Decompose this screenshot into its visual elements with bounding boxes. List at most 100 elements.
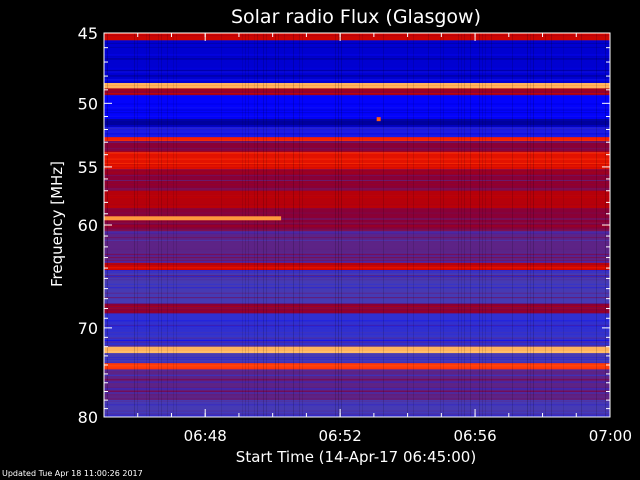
band-texture: [104, 116, 610, 118]
noise-column: [221, 33, 222, 417]
noise-column: [482, 33, 483, 417]
band-texture: [104, 184, 610, 186]
band-texture: [104, 379, 610, 381]
noise-column: [254, 33, 255, 417]
noise-column: [335, 33, 336, 417]
band-texture: [104, 394, 610, 396]
band-texture: [104, 150, 610, 152]
noise-column: [596, 33, 597, 417]
band-21: [104, 369, 610, 401]
band-texture: [104, 141, 610, 143]
band-texture: [104, 224, 610, 226]
band-texture: [104, 398, 610, 400]
band-14: [104, 262, 610, 271]
band-texture: [104, 103, 610, 105]
band-8: [104, 140, 610, 153]
noise-column: [146, 33, 147, 417]
band-texture: [104, 117, 610, 119]
band-texture: [104, 374, 610, 376]
y-tick-label: 45: [78, 24, 98, 43]
band-texture: [104, 112, 610, 114]
band-texture: [104, 239, 610, 241]
band-texture: [104, 84, 610, 86]
noise-column: [275, 33, 276, 417]
band-texture: [104, 253, 610, 255]
band-texture: [104, 259, 610, 261]
band-texture: [104, 72, 610, 74]
noise-column: [137, 33, 138, 417]
band-texture: [104, 320, 610, 322]
y-tick-label: 50: [78, 94, 98, 113]
band-texture: [104, 70, 610, 72]
band-texture: [104, 413, 610, 415]
band-texture: [104, 181, 610, 183]
band-texture: [104, 415, 610, 417]
band-texture: [104, 297, 610, 299]
band-texture: [104, 158, 610, 160]
noise-column: [341, 33, 342, 417]
band-texture: [104, 288, 610, 290]
band-19: [104, 353, 610, 364]
band-0: [104, 33, 610, 41]
noise-column: [551, 33, 552, 417]
band-texture: [104, 131, 610, 133]
band-texture: [104, 263, 610, 265]
band-texture: [104, 218, 610, 220]
x-axis-label: Start Time (14-Apr-17 06:45:00): [236, 448, 476, 466]
noise-column: [470, 33, 471, 417]
band-texture: [104, 261, 610, 263]
band-texture: [104, 194, 610, 196]
band-texture: [104, 35, 610, 37]
band-11: [104, 190, 610, 209]
band-texture: [104, 329, 610, 331]
x-tick-label: 06:56: [453, 427, 496, 445]
band-texture: [104, 103, 610, 105]
y-axis-label: Frequency [MHz]: [48, 161, 66, 287]
band-texture: [104, 404, 610, 406]
band-texture: [104, 327, 610, 329]
noise-column: [242, 33, 243, 417]
band-texture: [104, 324, 610, 326]
noise-column: [464, 33, 465, 417]
heatmap-plot-area: [104, 33, 610, 417]
band-texture: [104, 410, 610, 412]
band-texture: [104, 411, 610, 413]
noise-column: [299, 33, 300, 417]
noise-column: [440, 33, 441, 417]
band-texture: [104, 335, 610, 337]
band-texture: [104, 163, 610, 165]
band-texture: [104, 357, 610, 359]
noise-column: [278, 33, 279, 417]
band-texture: [104, 237, 610, 239]
noise-column: [359, 33, 360, 417]
band-texture: [104, 54, 610, 56]
band-texture: [104, 206, 610, 208]
band-texture: [104, 33, 610, 35]
noise-column: [302, 33, 303, 417]
band-texture: [104, 381, 610, 383]
band-texture: [104, 350, 610, 352]
noise-column: [245, 33, 246, 417]
noise-column: [266, 33, 267, 417]
noise-column: [161, 33, 162, 417]
band-texture: [104, 46, 610, 48]
noise-column: [338, 33, 339, 417]
y-tick-label: 70: [78, 319, 98, 338]
band-texture: [104, 133, 610, 135]
band-texture: [104, 163, 610, 165]
band-texture: [104, 115, 610, 117]
band-texture: [104, 109, 610, 111]
band-5: [104, 119, 610, 127]
band-texture: [104, 369, 610, 371]
noise-column: [485, 33, 486, 417]
band-20: [104, 363, 610, 370]
band-texture: [104, 228, 610, 230]
band-texture: [104, 152, 610, 154]
updated-timestamp: Updated Tue Apr 18 11:00:26 2017: [2, 469, 143, 478]
band-texture: [104, 283, 610, 285]
band-texture: [104, 222, 610, 224]
band-4: [104, 95, 610, 120]
band-texture: [104, 67, 610, 69]
band-15: [104, 270, 610, 304]
band-texture: [104, 248, 610, 250]
